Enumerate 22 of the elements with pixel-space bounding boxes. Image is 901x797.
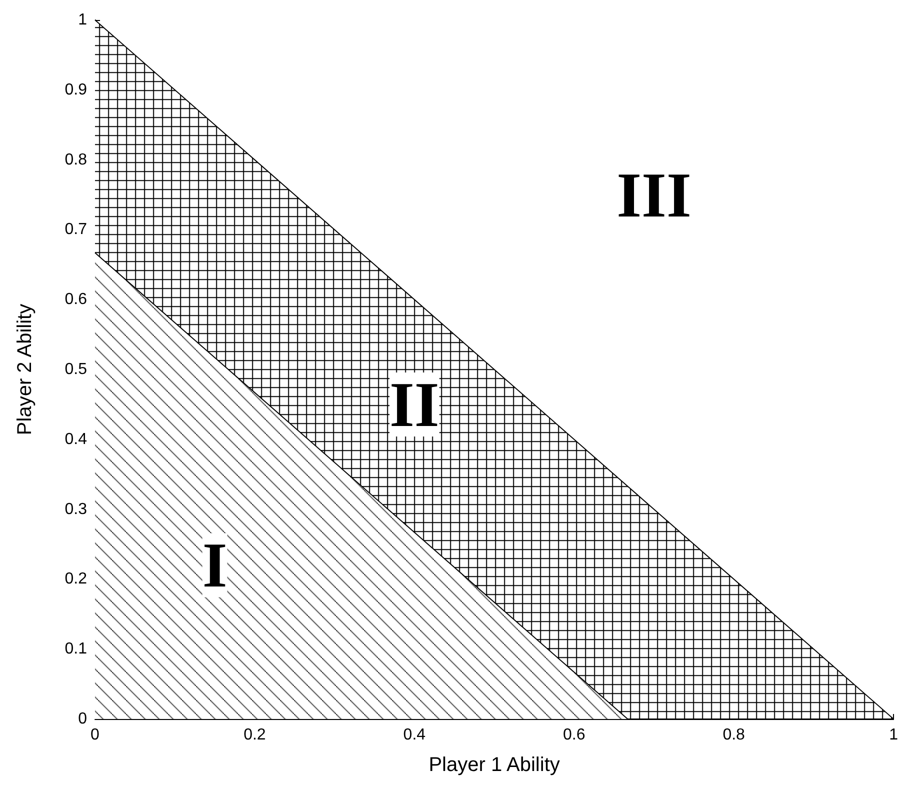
x-tick-label: 0.4 xyxy=(403,726,426,744)
x-tick-label: 1 xyxy=(889,726,898,744)
x-tick-label: 0.8 xyxy=(722,726,746,744)
annotation: II xyxy=(390,368,440,440)
y-tick-label: 0.4 xyxy=(64,430,88,448)
y-tick-label: 0.9 xyxy=(64,81,88,98)
x-tick-label: 0.6 xyxy=(563,726,586,744)
y-tick-label: 0.6 xyxy=(64,291,88,308)
y-tick-label: 0.1 xyxy=(64,640,88,658)
y-tick-label: 0.2 xyxy=(64,570,88,588)
y-tick-label: 1 xyxy=(78,12,88,28)
annotation: I xyxy=(202,530,228,601)
x-tick-label: 0.2 xyxy=(244,726,266,744)
y-tick-label: 0.3 xyxy=(64,500,88,518)
annotation: III xyxy=(616,159,692,230)
x-tick-label: 0 xyxy=(90,726,100,744)
y-tick-label: 0.5 xyxy=(64,361,88,378)
x-axis-title: Player 1 Ability xyxy=(428,754,560,776)
y-tick-label: 0.8 xyxy=(64,151,88,168)
y-tick-label: 0 xyxy=(78,710,88,728)
y-tick-label: 0.7 xyxy=(64,221,88,238)
y-axis-title: Player 2 Ability xyxy=(14,304,36,436)
